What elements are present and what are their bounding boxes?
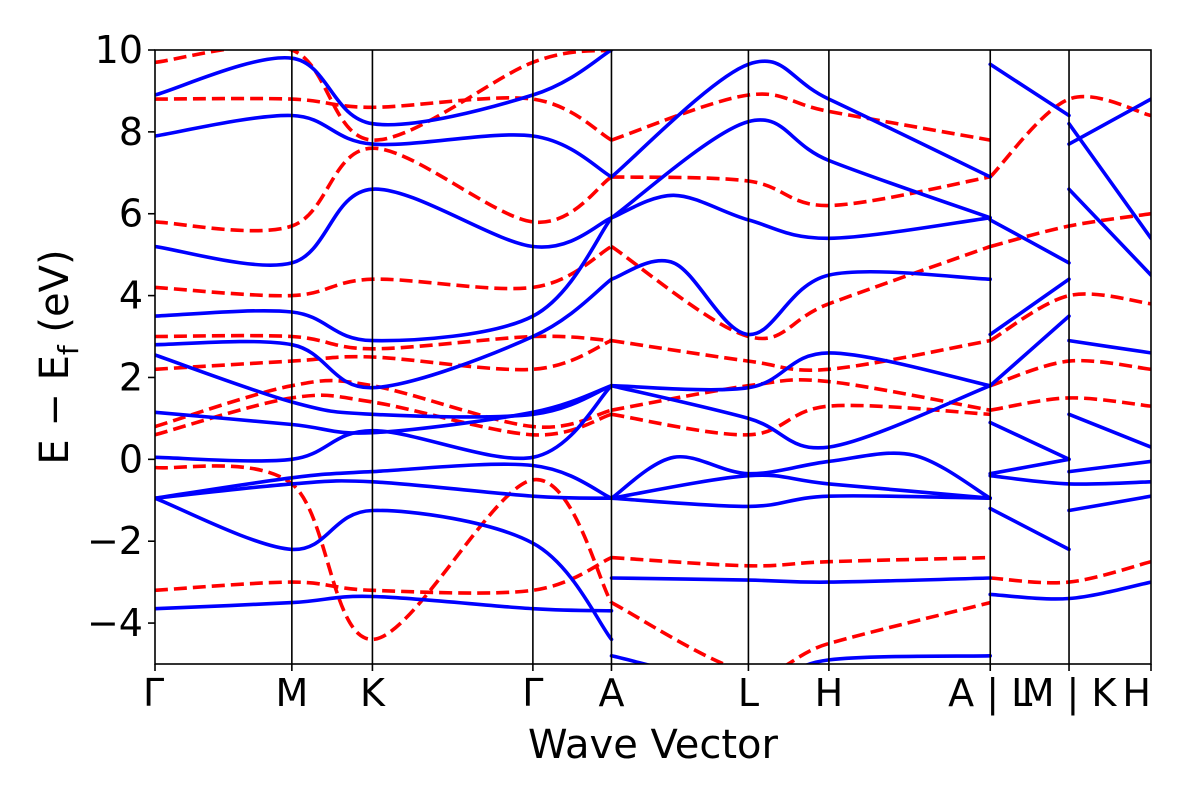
dashed-band [989, 292, 1151, 343]
solid-band [988, 494, 1151, 552]
solid-band [988, 62, 1151, 146]
y-tick-label: −4 [87, 601, 143, 645]
solid-band [988, 580, 1151, 601]
kpoint-label: H [1122, 671, 1151, 715]
dashed-band [610, 92, 991, 142]
dashed-band [611, 175, 991, 208]
dashed-band [988, 94, 1151, 179]
dashed-band [155, 338, 613, 372]
dashed-band [990, 559, 1151, 585]
solid-band [155, 496, 614, 642]
solid-band [609, 654, 992, 664]
solid-band [155, 50, 614, 127]
kpoint-label: A [598, 671, 624, 715]
solid-band [609, 118, 992, 220]
dashed-band [989, 211, 1151, 249]
y-tick-label: 2 [119, 355, 143, 399]
kpoint-label: Γ [143, 671, 164, 715]
solid-band [988, 314, 1151, 388]
y-axis: −4 −2 0 2 4 6 8 10 [87, 28, 155, 645]
dashed-band [155, 50, 612, 142]
band-lines [155, 50, 1151, 664]
solid-band [988, 187, 1151, 337]
dashed-band [610, 600, 991, 664]
solid-band [609, 351, 992, 392]
dashed-band [155, 464, 614, 642]
dashed-band [155, 96, 613, 142]
kpoint-label: K [360, 671, 386, 715]
dashed-band [155, 555, 613, 595]
kpoint-label: H [815, 671, 844, 715]
solid-band [988, 412, 1151, 462]
solid-band [609, 193, 992, 241]
solid-band [609, 576, 992, 584]
x-axis-title: Wave Vector [528, 722, 779, 768]
solid-band [155, 383, 614, 463]
dashed-band [610, 244, 991, 341]
dashed-band [989, 396, 1151, 412]
y-tick-label: −2 [87, 519, 143, 563]
solid-band [155, 479, 614, 500]
solid-band [609, 473, 992, 500]
dashed-band [611, 403, 991, 437]
solid-band [609, 59, 992, 179]
plot-frame [154, 49, 1152, 665]
solid-band [988, 457, 1151, 476]
dashed-band [611, 555, 991, 568]
dashed-band [155, 244, 613, 298]
kpoint-label: Γ [522, 671, 543, 715]
dashed-band [611, 377, 991, 412]
y-tick-label: 6 [119, 192, 143, 236]
solid-band [155, 594, 614, 613]
solid-band [988, 473, 1151, 486]
y-tick-label: 4 [119, 274, 143, 318]
solid-band [988, 121, 1151, 265]
solid-band [155, 277, 614, 390]
y-tick-label: 0 [119, 437, 143, 481]
kpoint-label: M [275, 671, 308, 715]
kpoint-label: L [738, 671, 759, 715]
solid-band [609, 383, 992, 450]
y-tick-label: 8 [119, 110, 143, 154]
y-axis-title: E − Ef (eV) [32, 249, 85, 464]
kpoint-label: A | L [948, 671, 1032, 716]
high-symmetry-lines [291, 50, 1070, 664]
dashed-band [611, 338, 991, 373]
dashed-band [155, 393, 613, 437]
solid-band [609, 259, 992, 337]
solid-band [609, 451, 992, 500]
kpoint-label: M | K [1022, 671, 1118, 716]
solid-band [609, 494, 992, 509]
y-tick-label: 10 [95, 28, 143, 72]
solid-band [155, 187, 614, 267]
